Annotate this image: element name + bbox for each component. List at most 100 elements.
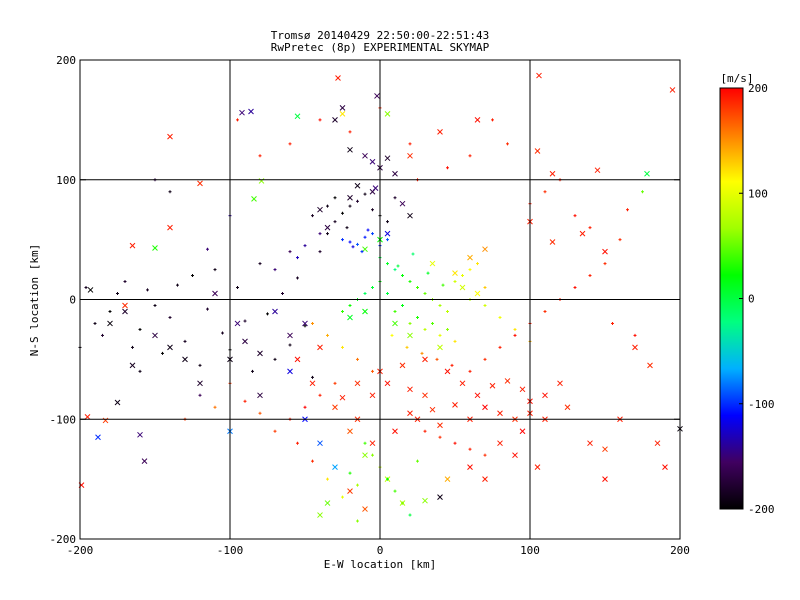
data-point-plus: [416, 286, 419, 290]
data-point-x: [669, 87, 676, 93]
data-point-x: [557, 380, 563, 387]
data-point-x: [294, 356, 301, 363]
data-point-x: [647, 362, 653, 369]
colorbar-tick-label: -200: [748, 503, 775, 516]
data-point-x: [335, 75, 341, 81]
data-point-plus: [386, 238, 389, 242]
data-point-plus: [206, 307, 209, 311]
data-point-plus: [311, 214, 314, 218]
data-point-x: [332, 117, 338, 123]
data-point-plus: [348, 130, 352, 134]
data-point-x: [429, 260, 436, 267]
data-point-plus: [543, 309, 547, 313]
data-point-plus: [183, 339, 187, 343]
data-point-x: [152, 245, 158, 251]
data-point-x: [587, 440, 593, 447]
data-point-x: [549, 170, 556, 177]
colorbar-label: [m/s]: [720, 72, 753, 85]
data-point-x: [536, 72, 542, 79]
data-point-x: [239, 109, 245, 116]
data-point-plus: [363, 235, 367, 239]
data-point-plus: [356, 242, 359, 246]
data-point-plus: [311, 459, 314, 463]
data-point-x: [347, 428, 353, 435]
y-axis-label: N-S location [km]: [28, 244, 41, 357]
data-point-x: [384, 230, 391, 237]
y-tick-label: -200: [50, 533, 77, 546]
data-point-plus: [435, 357, 439, 361]
data-point-x: [437, 422, 443, 429]
data-point-plus: [348, 240, 352, 244]
data-point-plus: [288, 142, 292, 146]
data-point-plus: [101, 333, 104, 337]
data-point-plus: [618, 238, 622, 242]
data-point-plus: [236, 286, 239, 290]
data-point-x: [257, 392, 263, 399]
data-point-plus: [453, 339, 457, 343]
data-point-plus: [243, 399, 247, 403]
data-point-plus: [468, 369, 472, 373]
data-point-plus: [296, 276, 299, 280]
data-point-plus: [131, 345, 134, 349]
data-point-x: [534, 464, 541, 471]
chart-subtitle: RwPretec (8p) EXPERIMENTAL SKYMAP: [271, 41, 490, 54]
data-point-plus: [386, 292, 389, 296]
data-point-plus: [386, 262, 389, 266]
data-point-plus: [626, 208, 629, 212]
data-point-plus: [513, 327, 517, 331]
data-point-plus: [416, 459, 419, 463]
data-point-x: [317, 440, 323, 447]
data-point-plus: [366, 228, 370, 232]
data-point-plus: [311, 375, 314, 379]
data-point-x: [474, 117, 481, 123]
data-point-x: [251, 196, 257, 202]
colorbar-ticks: 200 100 0 -100 -200: [739, 82, 775, 516]
x-tick-label: -200: [67, 544, 94, 557]
data-point-plus: [363, 441, 367, 445]
data-point-x: [272, 308, 278, 315]
data-point-x: [474, 392, 481, 399]
data-point-x: [504, 378, 511, 384]
data-point-x: [422, 356, 428, 363]
data-point-x: [248, 108, 254, 115]
data-point-x: [512, 452, 518, 459]
data-point-x: [362, 246, 368, 253]
data-point-plus: [543, 190, 547, 194]
data-point-plus: [411, 252, 415, 256]
data-point-x: [467, 464, 473, 471]
data-point-x: [234, 320, 241, 327]
data-point-x: [632, 344, 638, 351]
data-point-plus: [588, 274, 592, 278]
data-point-plus: [450, 363, 454, 367]
data-point-x: [309, 380, 316, 387]
data-point-plus: [288, 343, 292, 347]
y-tick-label: 0: [69, 294, 76, 307]
data-point-plus: [476, 262, 479, 266]
data-point-plus: [341, 211, 344, 215]
data-point-x: [317, 344, 323, 351]
data-point-x: [482, 404, 488, 411]
data-point-plus: [258, 262, 262, 266]
data-point-plus: [386, 220, 389, 224]
data-point-plus: [288, 250, 292, 254]
data-point-plus: [468, 447, 472, 451]
data-point-plus: [483, 357, 487, 361]
data-point-plus: [318, 250, 322, 254]
data-point-x: [332, 464, 338, 471]
data-point-plus: [573, 286, 577, 290]
data-point-plus: [588, 226, 592, 230]
data-point-x: [332, 404, 338, 411]
data-point-plus: [108, 309, 112, 313]
data-point-plus: [438, 333, 442, 337]
y-tick-label: -100: [50, 413, 77, 426]
data-point-x: [129, 362, 136, 369]
data-point-plus: [243, 319, 247, 323]
data-point-plus: [348, 471, 352, 475]
data-point-plus: [198, 393, 202, 397]
data-point-x: [534, 148, 541, 154]
data-point-plus: [506, 142, 509, 146]
data-point-x: [141, 458, 148, 465]
chart-title: Tromsø 20140429 22:50:00-22:51:43: [271, 29, 490, 42]
data-point-x: [549, 239, 556, 245]
data-point-x: [137, 431, 143, 438]
